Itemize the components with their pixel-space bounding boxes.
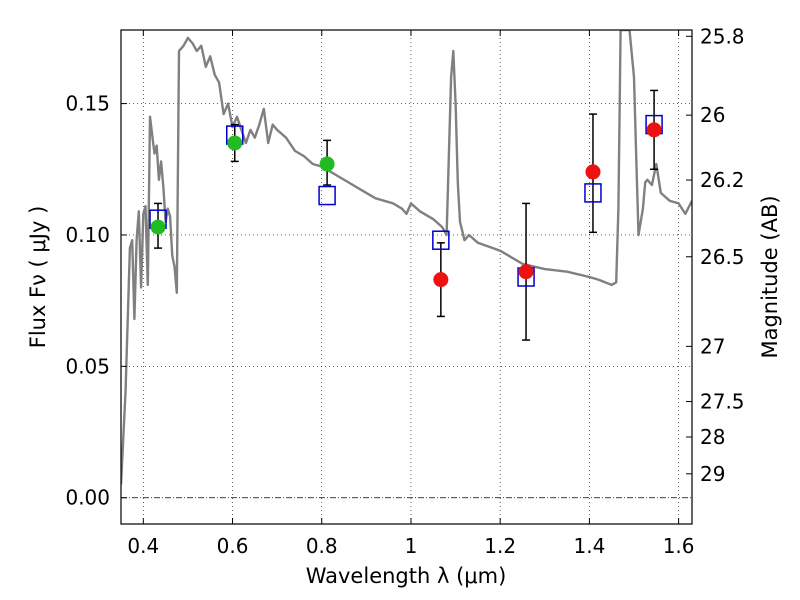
- y-axis-ticks: 0.00 0.05 0.10 0.15: [65, 92, 127, 510]
- x-tick-label: 0.4: [127, 534, 159, 558]
- x-tick-label: 1.2: [484, 534, 516, 558]
- y-axis-label: Flux Fν ( μJy ): [26, 206, 50, 349]
- mag-tick-label: 28: [700, 425, 725, 449]
- observed-flux-point: [227, 135, 243, 151]
- mag-tick-label: 27.5: [700, 390, 745, 414]
- y-tick-label: 0.05: [65, 354, 110, 378]
- y2-axis-label: Magnitude (AB): [758, 195, 782, 358]
- mag-tick-label: 29: [700, 462, 725, 486]
- mag-tick-label: 25.8: [700, 24, 745, 48]
- error-bars: [154, 89, 659, 341]
- observed-flux-point: [433, 272, 449, 288]
- model-flux-squares: [149, 114, 663, 287]
- x-tick-label: 1.4: [573, 534, 605, 558]
- mag-tick-label: 27: [700, 334, 725, 358]
- grid-lines: [121, 30, 692, 524]
- x-tick-label: 0.8: [306, 534, 338, 558]
- magnitude-axis-ticks: 25.8 26 26.2 26.5 27 27.5 28 29: [686, 24, 745, 486]
- mag-tick-label: 26.2: [700, 168, 745, 192]
- observed-flux-point: [585, 164, 601, 180]
- observed-flux-point: [518, 264, 534, 280]
- x-tick-label: 1: [405, 534, 418, 558]
- x-axis-label: Wavelength λ (μm): [306, 564, 507, 588]
- mag-tick-label: 26: [700, 103, 725, 127]
- model-sed-curve: [121, 30, 692, 485]
- observed-flux-point: [319, 156, 335, 172]
- model-flux-square: [432, 230, 450, 250]
- x-tick-label: 1.6: [663, 534, 695, 558]
- y-tick-label: 0.10: [65, 223, 110, 247]
- x-axis-ticks: 0.4 0.6 0.8 1 1.2 1.4 1.6: [127, 30, 695, 558]
- observed-flux-points: [150, 122, 662, 288]
- model-flux-square: [584, 183, 602, 203]
- model-flux-square: [318, 185, 336, 206]
- y-tick-label: 0.15: [65, 92, 110, 116]
- observed-flux-point: [150, 219, 166, 235]
- mag-tick-label: 26.5: [700, 245, 745, 269]
- observed-flux-point: [646, 122, 662, 138]
- plot-frame: [120, 29, 693, 525]
- x-tick-label: 0.6: [217, 534, 249, 558]
- y-tick-label: 0.00: [65, 486, 110, 510]
